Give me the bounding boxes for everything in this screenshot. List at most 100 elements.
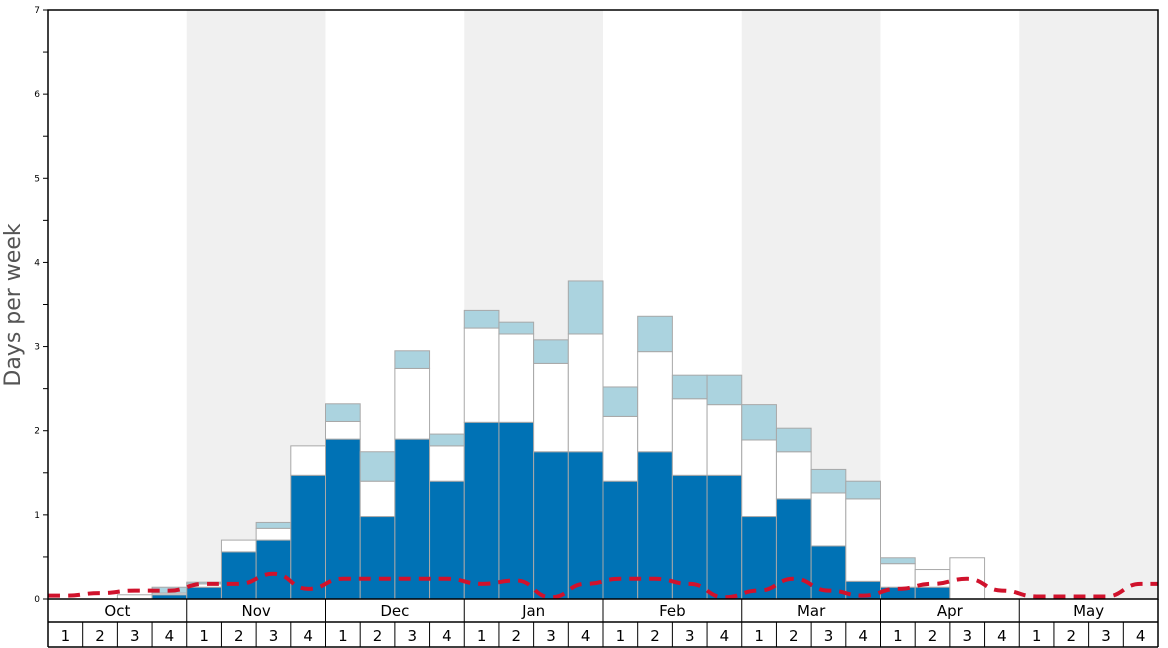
bar-white-week-15 bbox=[533, 362, 569, 453]
week-label: 4 bbox=[858, 627, 868, 645]
week-label: 2 bbox=[1067, 627, 1077, 645]
bar-light-week-24 bbox=[845, 480, 881, 500]
month-label-mar: Mar bbox=[797, 602, 826, 620]
y-tick-label: 1 bbox=[34, 511, 40, 521]
bar-white-week-16 bbox=[567, 333, 604, 453]
bar-light-week-13 bbox=[463, 309, 500, 329]
bar-dark-week-13 bbox=[463, 421, 500, 600]
bar-light-week-14 bbox=[498, 321, 535, 335]
bar-light-week-20 bbox=[706, 374, 743, 406]
bar-white-week-7 bbox=[255, 527, 292, 541]
month-label-nov: Nov bbox=[241, 602, 270, 620]
week-label: 4 bbox=[303, 627, 313, 645]
week-label: 2 bbox=[373, 627, 383, 645]
month-label-jan: Jan bbox=[521, 602, 545, 620]
bar-dark-week-20 bbox=[706, 474, 743, 600]
y-tick-label: 6 bbox=[34, 90, 40, 100]
week-label: 1 bbox=[754, 627, 764, 645]
month-label-dec: Dec bbox=[380, 602, 409, 620]
month-label-may: May bbox=[1073, 602, 1104, 620]
bar-light-week-21 bbox=[741, 404, 777, 441]
week-label: 3 bbox=[407, 627, 417, 645]
bar-dark-week-22 bbox=[775, 498, 812, 600]
bar-dark-week-14 bbox=[498, 421, 535, 600]
bar-white-week-21 bbox=[741, 439, 777, 518]
bar-light-week-22 bbox=[775, 427, 812, 453]
bar-white-week-11 bbox=[394, 367, 431, 440]
bar-dark-week-5 bbox=[186, 586, 222, 600]
trend-line bbox=[48, 571, 1158, 600]
bar-light-week-7 bbox=[255, 521, 292, 529]
week-label: 1 bbox=[477, 627, 487, 645]
bar-white-week-19 bbox=[671, 398, 708, 476]
bar-light-week-10 bbox=[359, 451, 396, 482]
week-label: 2 bbox=[928, 627, 938, 645]
month-label-feb: Feb bbox=[659, 602, 686, 620]
bar-white-week-13 bbox=[463, 327, 500, 423]
week-label: 1 bbox=[616, 627, 626, 645]
y-tick-label: 7 bbox=[34, 6, 40, 16]
bar-light-week-9 bbox=[325, 403, 361, 422]
week-label: 4 bbox=[581, 627, 591, 645]
bar-white-week-12 bbox=[429, 445, 465, 482]
week-label: 2 bbox=[234, 627, 244, 645]
bar-white-week-6 bbox=[220, 539, 257, 553]
week-label: 3 bbox=[546, 627, 556, 645]
bar-dark-week-16 bbox=[567, 451, 604, 600]
week-label: 3 bbox=[1101, 627, 1111, 645]
bar-dark-week-15 bbox=[533, 451, 569, 600]
week-label: 1 bbox=[199, 627, 209, 645]
y-axis: 0 1 2 3 4 5 6 7 bbox=[34, 6, 48, 605]
bar-dark-week-19 bbox=[671, 474, 708, 600]
bar-light-week-25 bbox=[880, 557, 916, 565]
bar-white-week-8 bbox=[290, 445, 326, 476]
bar-light-week-11 bbox=[394, 350, 431, 369]
y-axis-title: Days per week bbox=[1, 223, 26, 386]
week-label: 4 bbox=[442, 627, 452, 645]
bar-light-week-16 bbox=[567, 280, 604, 335]
bar-white-week-18 bbox=[637, 351, 673, 453]
y-tick-label: 4 bbox=[34, 258, 40, 268]
week-label: 3 bbox=[824, 627, 834, 645]
week-label: 2 bbox=[95, 627, 105, 645]
week-label: 2 bbox=[650, 627, 660, 645]
week-label: 2 bbox=[512, 627, 522, 645]
week-label: 4 bbox=[997, 627, 1007, 645]
bar-white-week-14 bbox=[498, 333, 535, 423]
bar-white-week-20 bbox=[706, 404, 743, 476]
stacked-bars bbox=[116, 280, 986, 600]
bar-white-week-25 bbox=[880, 563, 916, 588]
bar-light-week-18 bbox=[637, 315, 673, 353]
month-label-oct: Oct bbox=[104, 602, 130, 620]
x-axis: Oct Nov Dec Jan Feb Mar Apr May 1 2 3 4 1 2 3 4 1 2 3 4 1 2 3 4… bbox=[47, 599, 1159, 648]
bar-light-week-23 bbox=[810, 468, 847, 494]
bar-dark-week-8 bbox=[290, 474, 326, 600]
bar-dark-week-7 bbox=[255, 539, 292, 600]
week-label: 3 bbox=[685, 627, 695, 645]
bar-light-week-19 bbox=[671, 374, 708, 400]
bar-dark-week-17 bbox=[602, 480, 639, 600]
bar-white-week-23 bbox=[810, 492, 847, 547]
bar-white-week-10 bbox=[359, 480, 396, 518]
week-label: 4 bbox=[165, 627, 175, 645]
trend-line-group bbox=[48, 571, 1158, 600]
y-tick-label: 3 bbox=[34, 343, 40, 353]
bar-white-week-9 bbox=[325, 420, 361, 440]
week-label: 1 bbox=[338, 627, 348, 645]
week-label: 3 bbox=[130, 627, 140, 645]
week-label: 1 bbox=[893, 627, 903, 645]
bar-dark-week-26 bbox=[914, 586, 951, 600]
bar-dark-week-6 bbox=[220, 551, 257, 600]
y-tick-label: 5 bbox=[34, 174, 40, 184]
week-label: 4 bbox=[720, 627, 730, 645]
bar-white-week-24 bbox=[845, 498, 881, 582]
week-label: 1 bbox=[1032, 627, 1042, 645]
bar-white-week-17 bbox=[602, 415, 639, 482]
bar-dark-week-10 bbox=[359, 516, 396, 600]
bar-dark-week-9 bbox=[325, 438, 361, 600]
month-label-apr: Apr bbox=[937, 602, 964, 620]
month-shade-may bbox=[1019, 10, 1158, 599]
bar-light-week-17 bbox=[602, 386, 639, 417]
month-shading bbox=[48, 10, 1158, 599]
